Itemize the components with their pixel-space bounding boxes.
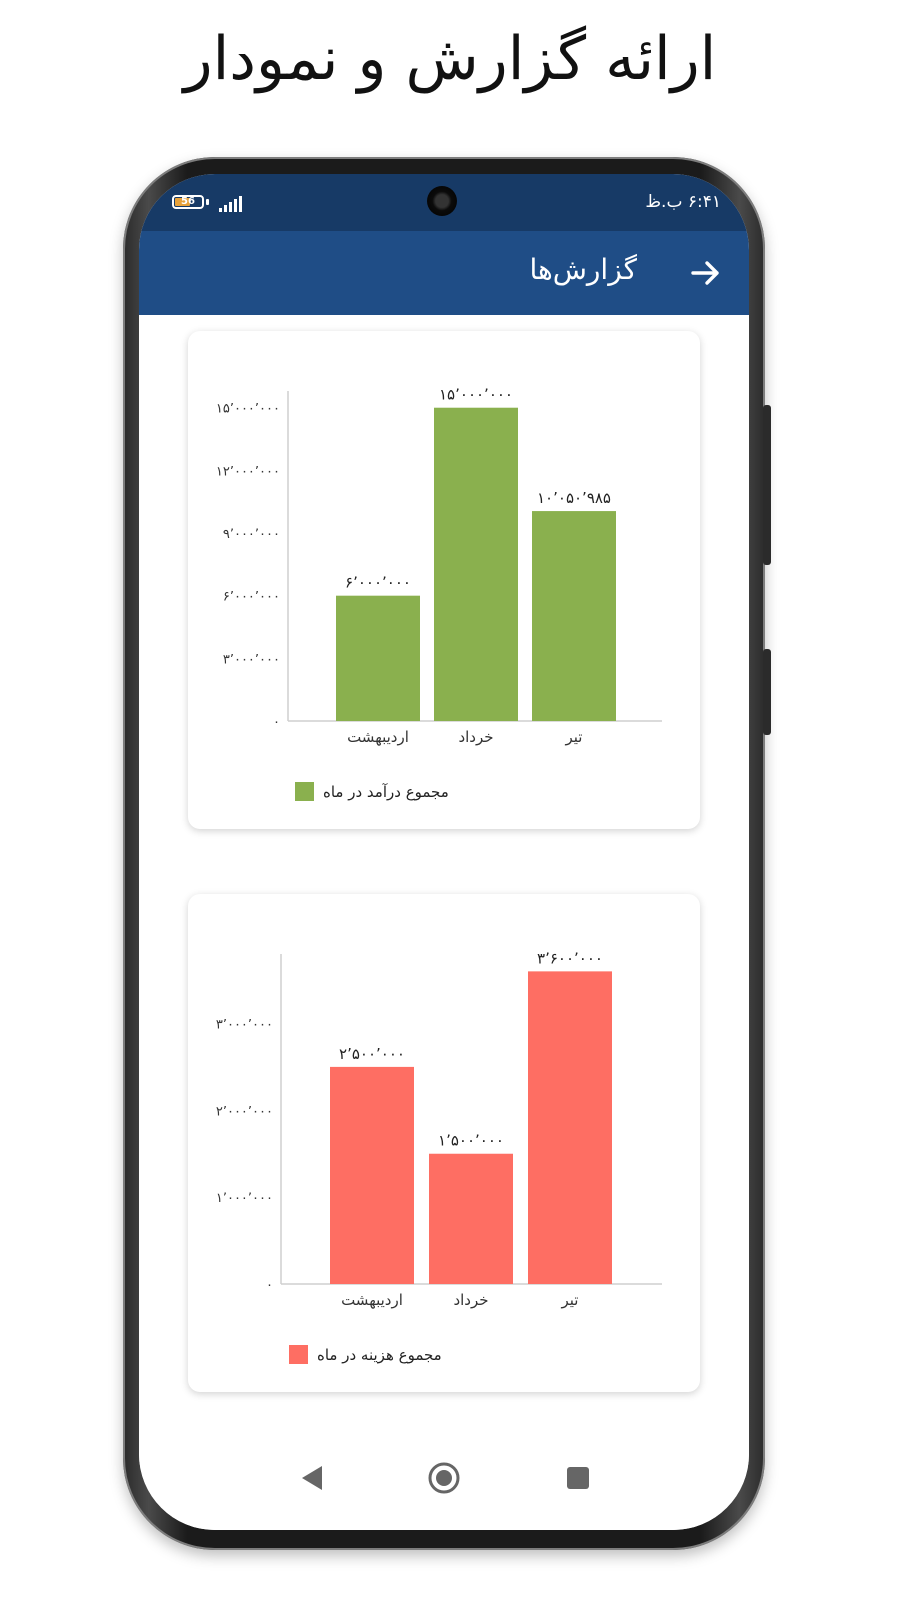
- bar-1: [330, 1066, 414, 1284]
- legend-swatch: [295, 782, 314, 801]
- legend-label: مجموع هزینه در ماه: [317, 1346, 442, 1364]
- bar-value-label: ۳٬۶۰۰٬۰۰۰: [537, 949, 603, 967]
- y-tick-label: ۰: [266, 1278, 273, 1293]
- battery-icon: 56: [172, 195, 204, 209]
- volume-button: [763, 405, 771, 565]
- back-arrow-icon[interactable]: [687, 255, 723, 291]
- y-tick-label: ۳٬۰۰۰٬۰۰۰: [216, 1017, 273, 1032]
- front-camera: [427, 186, 457, 216]
- x-tick-label: تیر: [561, 1291, 579, 1309]
- bar-2: [434, 407, 518, 721]
- y-tick-label: ۳٬۰۰۰٬۰۰۰: [223, 652, 280, 667]
- status-time: ۶:۴۱ ب.ظ: [645, 192, 721, 212]
- navigation-bar: [139, 1430, 749, 1530]
- phone-frame: 56 ۶:۴۱ ب.ظ گزارش‌ها ۰ ۳٬۰۰۰٬۰۰۰ ۶٬۰۰۰٬: [123, 157, 771, 1550]
- signal-icon: [219, 194, 249, 212]
- legend-label: مجموع درآمد در ماه: [323, 783, 449, 801]
- y-tick-label: ۰: [273, 715, 280, 730]
- bar-value-label: ۲٬۵۰۰٬۰۰۰: [339, 1045, 405, 1063]
- bar-value-label: ۱۵٬۰۰۰٬۰۰۰: [439, 386, 513, 404]
- y-tick-label: ۲٬۰۰۰٬۰۰۰: [216, 1104, 273, 1119]
- x-tick-label: اردیبهشت: [341, 1291, 403, 1309]
- bar-3: [532, 511, 616, 721]
- y-tick-label: ۱٬۰۰۰٬۰۰۰: [216, 1191, 273, 1206]
- y-tick-label: ۹٬۰۰۰٬۰۰۰: [223, 527, 280, 542]
- legend-swatch: [289, 1345, 308, 1364]
- income-chart-card: ۰ ۳٬۰۰۰٬۰۰۰ ۶٬۰۰۰٬۰۰۰ ۹٬۰۰۰٬۰۰۰ ۱۲٬۰۰۰٬۰۰۰ ۱۵…: [188, 331, 700, 829]
- expense-bar-chart: ۰ ۱٬۰۰۰٬۰۰۰ ۲٬۰۰۰٬۰۰۰ ۳٬۰۰۰٬۰۰۰ ۲٬۵۰۰٬۰۰۰ ارد…: [216, 949, 662, 1364]
- nav-recents-icon[interactable]: [558, 1458, 598, 1498]
- income-bar-chart: ۰ ۳٬۰۰۰٬۰۰۰ ۶٬۰۰۰٬۰۰۰ ۹٬۰۰۰٬۰۰۰ ۱۲٬۰۰۰٬۰۰۰ ۱۵…: [216, 386, 662, 801]
- nav-home-icon[interactable]: [424, 1458, 464, 1498]
- y-tick-label: ۱۲٬۰۰۰٬۰۰۰: [216, 464, 280, 479]
- bar-value-label: ۱۰٬۰۵۰٬۹۸۵: [537, 489, 611, 507]
- x-tick-label: خرداد: [458, 728, 493, 746]
- power-button: [763, 649, 771, 735]
- y-tick-label: ۶٬۰۰۰٬۰۰۰: [223, 590, 280, 605]
- expense-chart-card: ۰ ۱٬۰۰۰٬۰۰۰ ۲٬۰۰۰٬۰۰۰ ۳٬۰۰۰٬۰۰۰ ۲٬۵۰۰٬۰۰۰ ارد…: [188, 894, 700, 1392]
- status-bar: 56 ۶:۴۱ ب.ظ: [139, 174, 749, 231]
- bar-value-label: ۶٬۰۰۰٬۰۰۰: [345, 574, 411, 592]
- phone-screen: 56 ۶:۴۱ ب.ظ گزارش‌ها ۰ ۳٬۰۰۰٬۰۰۰ ۶٬۰۰۰٬: [139, 174, 749, 1530]
- bar-value-label: ۱٬۵۰۰٬۰۰۰: [438, 1132, 504, 1150]
- bar-3: [528, 971, 612, 1284]
- app-bar: گزارش‌ها: [139, 231, 749, 315]
- app-bar-title: گزارش‌ها: [529, 253, 637, 286]
- y-tick-label: ۱۵٬۰۰۰٬۰۰۰: [216, 402, 280, 417]
- battery-level: 56: [181, 196, 195, 207]
- x-tick-label: تیر: [565, 728, 583, 746]
- page-title: ارائه گزارش و نمودار: [183, 24, 717, 94]
- bar-1: [336, 595, 420, 721]
- x-tick-label: خرداد: [453, 1291, 488, 1309]
- x-tick-label: اردیبهشت: [347, 728, 409, 746]
- nav-back-icon[interactable]: [292, 1458, 332, 1498]
- bar-2: [429, 1153, 513, 1284]
